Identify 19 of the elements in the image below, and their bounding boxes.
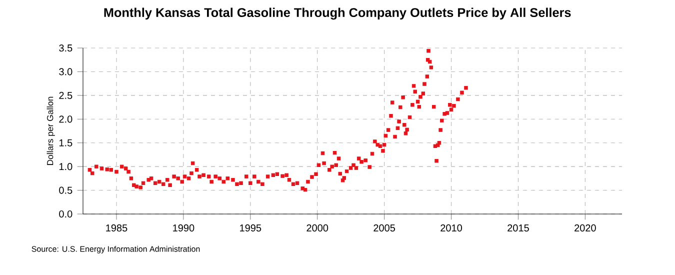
x-tick-label: 2000 xyxy=(306,224,328,232)
y-tick-label: 2.5 xyxy=(59,92,72,99)
y-tick-label: 0.5 xyxy=(59,186,72,194)
x-tick-label: 2015 xyxy=(508,224,529,232)
source-note: Source: U.S. Energy Information Administration xyxy=(32,246,200,254)
x-tick-label: 1995 xyxy=(240,224,262,232)
x-tick-label: 1985 xyxy=(106,224,128,232)
chart-title: Monthly Kansas Total Gasoline Through Company Outlets Price by All Sellers xyxy=(104,8,571,20)
x-tick-label: 2010 xyxy=(440,224,462,232)
y-tick-label: 1.5 xyxy=(59,139,72,146)
x-tick-label: 1990 xyxy=(173,224,194,232)
y-tick-label: 3.0 xyxy=(59,68,72,76)
y-tick-label: 0.0 xyxy=(59,210,72,218)
y-axis-title: Dollars per Gallon xyxy=(46,96,55,165)
x-tick-label: 2020 xyxy=(574,224,596,232)
x-tick-label: 2005 xyxy=(374,224,396,232)
y-tick-label: 2.0 xyxy=(59,116,72,123)
y-tick-label: 1.0 xyxy=(59,163,72,170)
y-tick-label: 3.5 xyxy=(59,44,72,52)
